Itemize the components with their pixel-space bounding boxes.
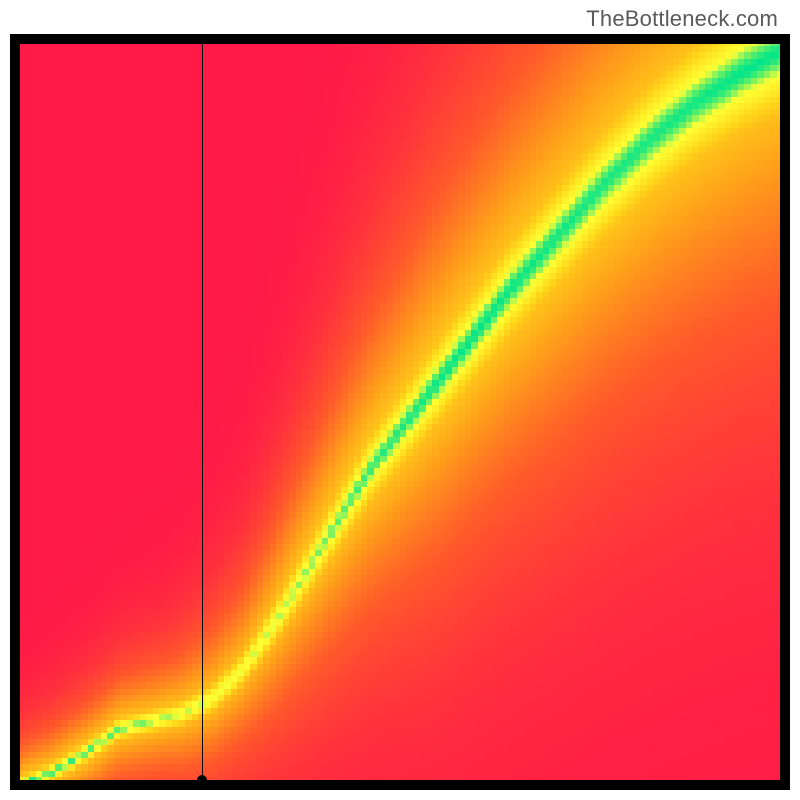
plot-area (10, 34, 790, 790)
watermark-text: TheBottleneck.com (586, 6, 778, 32)
marker-dot (197, 775, 207, 785)
crosshair-vertical (202, 44, 203, 780)
bottleneck-heatmap (10, 34, 790, 790)
